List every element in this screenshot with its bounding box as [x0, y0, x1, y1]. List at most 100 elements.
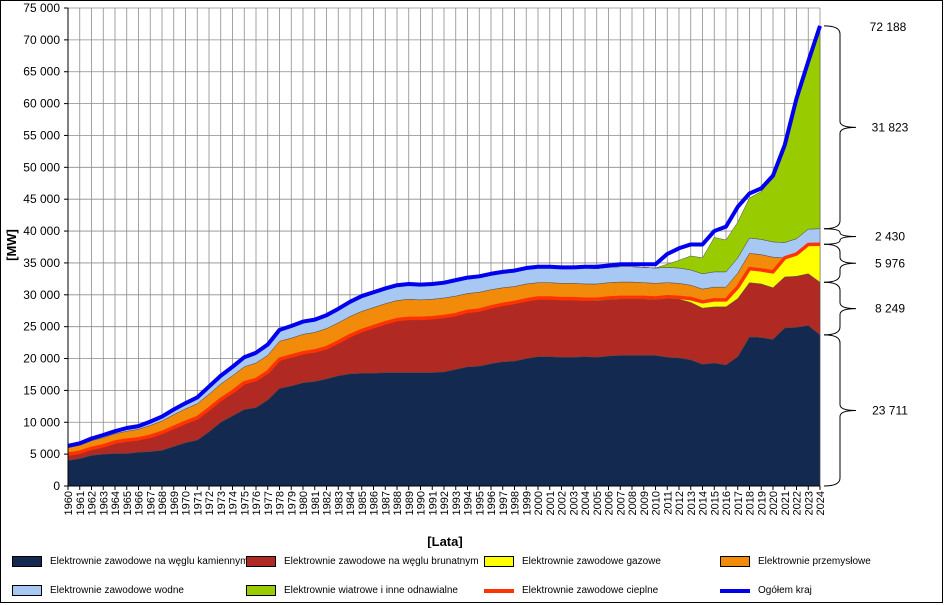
y-tick-label: 50 000 — [23, 160, 60, 174]
x-tick-label: 2006 — [604, 491, 616, 515]
x-tick-label: 1998 — [510, 491, 522, 515]
legend-label: Elektrownie zawodowe na węglu kamiennym — [50, 556, 249, 567]
x-tick-label: 1991 — [427, 491, 439, 515]
legend-item: Elektrownie zawodowe wodne — [12, 585, 184, 596]
chart: 0 5 000 10 000 15 000 20 000 25 000 30 000 35 0… — [4, 1, 909, 548]
brace — [823, 243, 857, 283]
x-tick-label: 1995 — [474, 491, 486, 515]
x-tick-label: 2005 — [592, 491, 604, 515]
brace-annotations: 72 188 31 823 2 430 5 976 8 249 23 711 — [823, 20, 909, 487]
x-tick-label: 1973 — [216, 491, 228, 515]
annotation-label: 8 249 — [875, 302, 905, 316]
x-tick-label: 1999 — [521, 491, 533, 515]
x-tick-label: 1968 — [157, 491, 169, 515]
x-tick-label: 2021 — [780, 491, 792, 515]
legend-swatch — [246, 585, 276, 596]
x-tick-label: 1974 — [228, 491, 240, 515]
legend-label: Elektrownie zawodowe gazowe — [522, 556, 661, 567]
x-tick-label: 1993 — [451, 491, 463, 515]
axes — [64, 7, 821, 490]
x-tick-label: 1990 — [416, 491, 428, 515]
y-tick-label: 30 000 — [23, 288, 60, 302]
x-tick-label: 2017 — [733, 491, 745, 515]
x-tick-label: 1996 — [486, 491, 498, 515]
x-tick-label: 1969 — [169, 491, 181, 515]
legend-label: Ogółem kraj — [758, 585, 812, 596]
x-tick-label: 2016 — [721, 491, 733, 515]
line-total — [67, 25, 822, 448]
x-tick-label: 2009 — [639, 491, 651, 515]
brace — [823, 228, 857, 245]
legend-item: Elektrownie zawodowe na węglu kamiennym — [12, 556, 248, 567]
x-tick-label: 1986 — [369, 491, 381, 515]
y-tick-label: 10 000 — [23, 415, 60, 429]
legend-label: Elektrownie zawodowe cieplne — [522, 585, 659, 596]
brace — [823, 25, 857, 230]
legend-swatch — [12, 556, 42, 567]
y-tick-label: 75 000 — [23, 1, 60, 15]
x-tick-label: 2007 — [615, 491, 627, 515]
legend: Elektrownie zawodowe na węglu kamiennym E… — [0, 548, 945, 603]
x-tick-label: 1978 — [275, 491, 287, 515]
x-tick-label: 2011 — [662, 491, 674, 515]
x-tick-label: 1960 — [63, 491, 75, 515]
x-tick-label: 1963 — [98, 491, 110, 515]
legend-item: Elektrownie zawodowe na węglu brunatnym — [246, 556, 479, 567]
x-tick-label: 1972 — [204, 491, 216, 515]
annotation-label: 2 430 — [875, 229, 905, 243]
x-tick-label: 1989 — [404, 491, 416, 515]
legend-line-swatch — [484, 588, 514, 593]
x-tick-label: 2000 — [533, 491, 545, 515]
y-tick-label: 65 000 — [23, 65, 60, 79]
brace — [823, 334, 857, 487]
x-tick-label: 2001 — [545, 491, 557, 515]
legend-item: Elektrownie przemysłowe — [720, 556, 871, 567]
y-tick-label: 5 000 — [30, 447, 60, 461]
x-tick-label: 1970 — [181, 491, 193, 515]
legend-line-swatch — [720, 588, 750, 593]
x-tick-label: 2004 — [580, 491, 592, 515]
legend-label: Elektrownie zawodowe na węglu brunatnym — [284, 556, 479, 567]
x-tick-label: 1971 — [192, 491, 204, 515]
x-tick-label: 2012 — [674, 491, 686, 515]
x-axis-title: [Lata] — [427, 534, 462, 548]
legend-item: Elektrownie zawodowe gazowe — [484, 556, 661, 567]
x-tick-label: 2013 — [686, 491, 698, 515]
x-tick-label: 2014 — [698, 491, 710, 515]
x-tick-label: 1965 — [122, 491, 134, 515]
y-axis-title: [MW] — [4, 229, 19, 261]
x-tick-label: 2015 — [709, 491, 721, 515]
legend-item: Elektrownie wiatrowe i inne odnawialne — [246, 585, 458, 596]
legend-swatch — [246, 556, 276, 567]
x-tick-label: 1966 — [134, 491, 146, 515]
annotation-label: 5 976 — [875, 256, 905, 270]
y-tick-label: 15 000 — [23, 383, 60, 397]
x-tick-label: 1985 — [357, 491, 369, 515]
x-tick-label: 2019 — [756, 491, 768, 515]
x-tick-label: 2018 — [745, 491, 757, 515]
x-tick-label: 1983 — [333, 491, 345, 515]
x-tick-label: 1980 — [298, 491, 310, 515]
legend-swatch — [720, 556, 750, 567]
y-tick-label: 60 000 — [23, 97, 60, 111]
legend-swatch — [12, 585, 42, 596]
x-tick-label: 1997 — [498, 491, 510, 515]
line-thermal — [67, 242, 821, 456]
x-tick-label: 1975 — [239, 491, 251, 515]
y-tick-labels: 0 5 000 10 000 15 000 20 000 25 000 30 000 35 0… — [23, 1, 60, 493]
x-tick-label: 2024 — [815, 491, 827, 515]
y-tick-label: 35 000 — [23, 256, 60, 270]
x-tick-label: 2008 — [627, 491, 639, 515]
x-tick-label: 2022 — [792, 491, 804, 515]
x-tick-label: 1992 — [439, 491, 451, 515]
x-tick-label: 2023 — [803, 491, 815, 515]
legend-swatch — [484, 556, 514, 567]
y-tick-label: 40 000 — [23, 224, 60, 238]
x-tick-label: 1961 — [75, 491, 87, 515]
x-tick-label: 1962 — [87, 491, 99, 515]
x-tick-labels: 1960 1961 1962 1963 1964 1965 1966 1967 1968 1969… — [63, 491, 827, 515]
x-tick-label: 1976 — [251, 491, 263, 515]
x-tick-label: 1987 — [380, 491, 392, 515]
annotation-total: 72 188 — [870, 20, 907, 34]
